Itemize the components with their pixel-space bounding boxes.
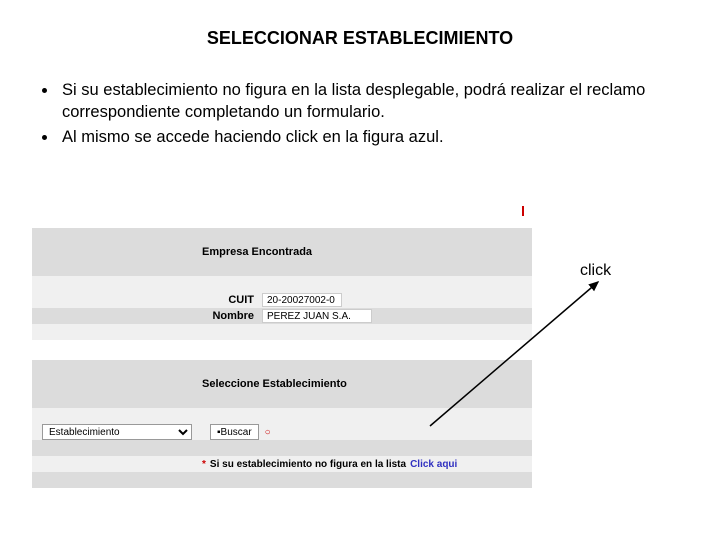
nombre-value: PEREZ JUAN S.A. [262,309,372,323]
field-row-nombre: Nombre PEREZ JUAN S.A. [32,308,532,324]
page-title: SELECCIONAR ESTABLECIMIENTO [0,0,720,49]
decorative-mark [522,206,524,216]
bullet-item: Si su establecimiento no figura en la li… [58,79,690,124]
nombre-label: Nombre [32,310,262,322]
required-marker-icon: ○ [265,427,271,438]
section-header-seleccione: Seleccione Establecimiento [32,376,532,392]
form-screenshot: Empresa Encontrada CUIT 20-20027002-0 No… [32,228,532,488]
click-annotation: click [580,262,611,280]
hint-text: Si su establecimiento no figura en la li… [210,459,406,470]
asterisk-icon: * [202,459,206,470]
bullet-item: Al mismo se accede haciendo click en la … [58,126,690,148]
cuit-value: 20-20027002-0 [262,293,342,307]
section-header-empresa: Empresa Encontrada [32,244,532,260]
buscar-button[interactable]: ▪Buscar [210,424,259,440]
search-row: Establecimiento ▪Buscar ○ [32,424,532,440]
click-aqui-link[interactable]: Click aqui [410,459,457,470]
instruction-list: Si su establecimiento no figura en la li… [0,49,720,148]
hint-row: * Si su establecimiento no figura en la … [32,456,532,472]
field-row-cuit: CUIT 20-20027002-0 [32,292,532,308]
cuit-label: CUIT [32,294,262,306]
establecimiento-select[interactable]: Establecimiento [42,424,192,440]
